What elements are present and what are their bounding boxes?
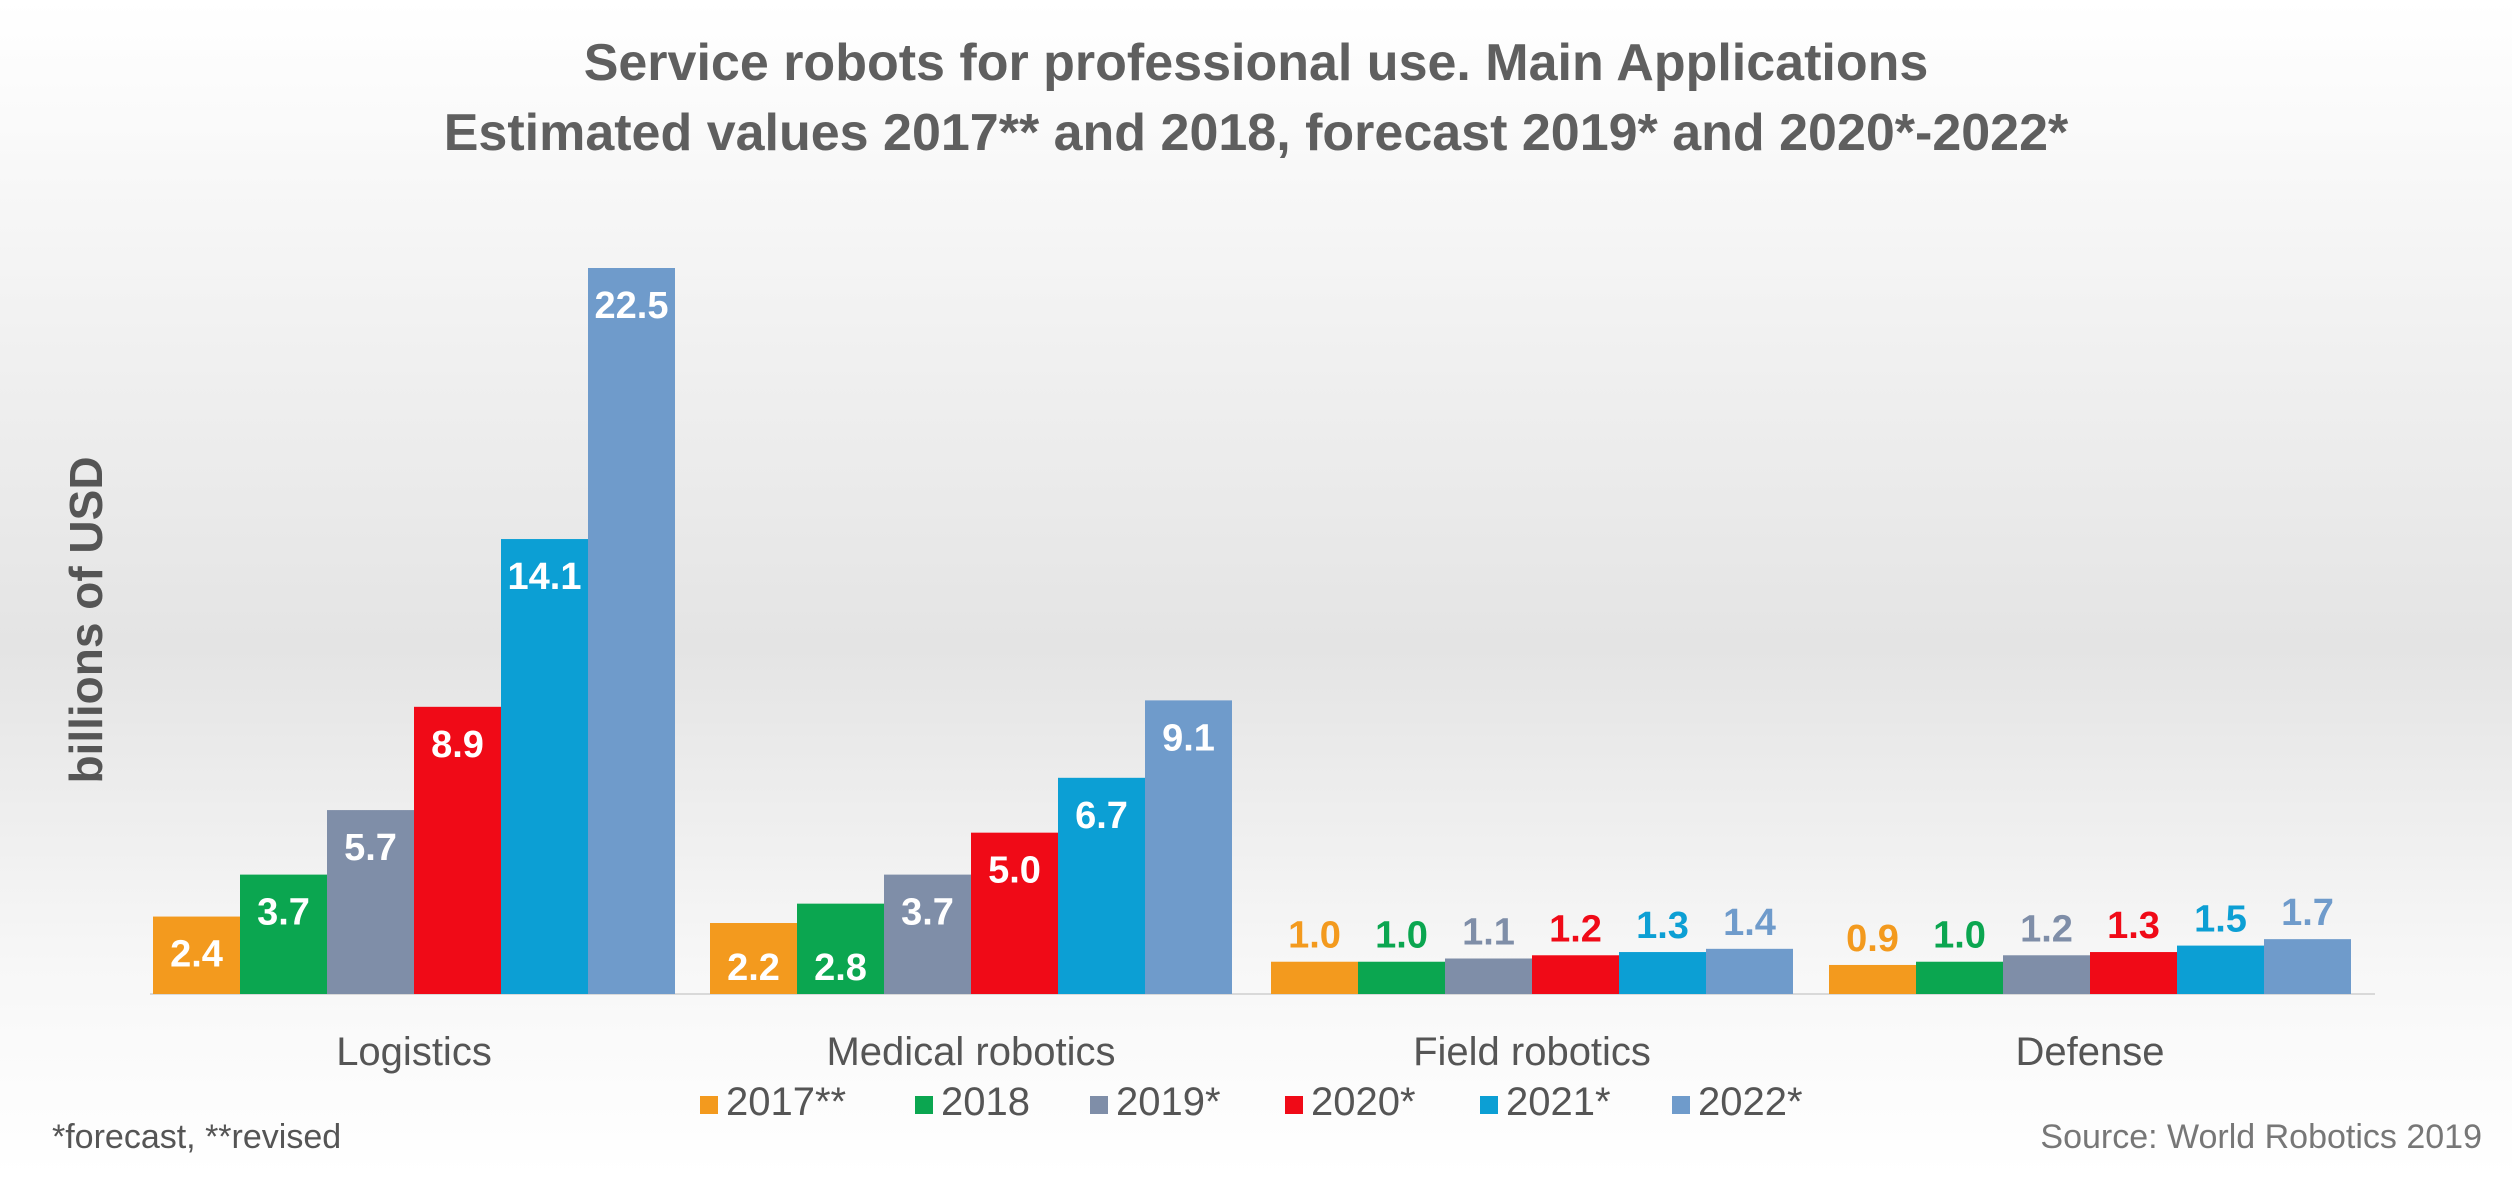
value-label: 1.3: [2107, 905, 2160, 947]
chart-title: Service robots for professional use. Mai…: [584, 34, 1929, 92]
bar-logistics-5: [588, 268, 675, 994]
category-label: Medical robotics: [826, 1030, 1115, 1074]
legend-swatch: [915, 1096, 933, 1114]
bar-medical-robotics-4: [1058, 777, 1145, 994]
bar-field-robotics-0: [1271, 961, 1358, 994]
legend-label: 2018: [941, 1080, 1030, 1124]
value-label: 1.3: [1636, 905, 1689, 947]
bar-field-robotics-3: [1532, 955, 1619, 994]
legend-label: 2021*: [1506, 1080, 1611, 1124]
value-label: 22.5: [595, 285, 669, 327]
legend-swatch: [1480, 1096, 1498, 1114]
bar-logistics-2: [327, 810, 414, 994]
legend-swatch: [1285, 1096, 1303, 1114]
value-label: 1.0: [1933, 915, 1986, 957]
value-label: 5.0: [988, 850, 1041, 892]
category-labels-layer: Logistics Medical robotics Field robotics D…: [336, 1030, 2164, 1074]
bars-layer: [153, 268, 2351, 994]
value-label: 3.7: [901, 892, 954, 934]
bar-defense-3: [2090, 952, 2177, 994]
legend-swatch: [1672, 1096, 1690, 1114]
value-label: 6.7: [1075, 795, 1128, 837]
value-label: 5.7: [344, 827, 397, 869]
category-label: Logistics: [336, 1030, 492, 1074]
bar-field-robotics-5: [1706, 948, 1793, 994]
source-note: Source: World Robotics 2019: [2040, 1118, 2482, 1156]
bar-medical-robotics-0: [710, 923, 797, 994]
bar-medical-robotics-2: [884, 874, 971, 994]
bar-field-robotics-1: [1358, 961, 1445, 994]
value-label: 2.4: [170, 934, 223, 976]
chart-subtitle: Estimated values 2017** and 2018, foreca…: [444, 104, 2069, 162]
bar-medical-robotics-3: [971, 832, 1058, 994]
footnote: *forecast, **revised: [52, 1118, 341, 1156]
value-label: 8.9: [431, 724, 484, 766]
y-axis-label: billions of USD: [60, 456, 112, 783]
legend-swatch: [700, 1096, 718, 1114]
bar-logistics-0: [153, 916, 240, 994]
value-labels-layer: 2.4 3.7 5.7 8.9 14.1 22.5 2.2 2.8 3.7 5.0 6.7 9.1 1.…: [170, 285, 2334, 989]
value-label: 14.1: [508, 556, 582, 598]
bar-defense-5: [2264, 939, 2351, 994]
value-label: 1.5: [2194, 899, 2247, 941]
bar-defense-0: [1829, 964, 1916, 994]
value-label: 1.1: [1462, 912, 1515, 954]
value-label: 2.8: [814, 947, 867, 989]
legend-label: 2022*: [1698, 1080, 1803, 1124]
category-label: Defense: [2016, 1030, 2165, 1074]
value-label: 1.7: [2281, 892, 2334, 934]
category-label: Field robotics: [1413, 1030, 1651, 1074]
value-label: 1.2: [2020, 908, 2073, 950]
legend-label: 2020*: [1311, 1080, 1416, 1124]
bar-field-robotics-4: [1619, 952, 1706, 994]
value-label: 1.2: [1549, 908, 1602, 950]
value-label: 2.2: [727, 947, 780, 989]
bar-logistics-1: [240, 874, 327, 994]
bar-defense-2: [2003, 955, 2090, 994]
legend: 2017** 2018 2019* 2020* 2021* 2022*: [700, 1080, 1803, 1124]
bar-medical-robotics-5: [1145, 700, 1232, 994]
legend-label: 2019*: [1116, 1080, 1221, 1124]
legend-label: 2017**: [726, 1080, 846, 1124]
bar-medical-robotics-1: [797, 903, 884, 994]
value-label: 3.7: [257, 892, 310, 934]
legend-swatch: [1090, 1096, 1108, 1114]
bar-logistics-3: [414, 706, 501, 994]
bar-field-robotics-2: [1445, 958, 1532, 994]
bar-defense-1: [1916, 961, 2003, 994]
value-label: 1.0: [1288, 915, 1341, 957]
value-label: 1.0: [1375, 915, 1428, 957]
value-label: 1.4: [1723, 902, 1776, 944]
value-label: 9.1: [1162, 717, 1215, 759]
bar-logistics-4: [501, 539, 588, 994]
value-label: 0.9: [1846, 918, 1899, 960]
bar-defense-4: [2177, 945, 2264, 994]
